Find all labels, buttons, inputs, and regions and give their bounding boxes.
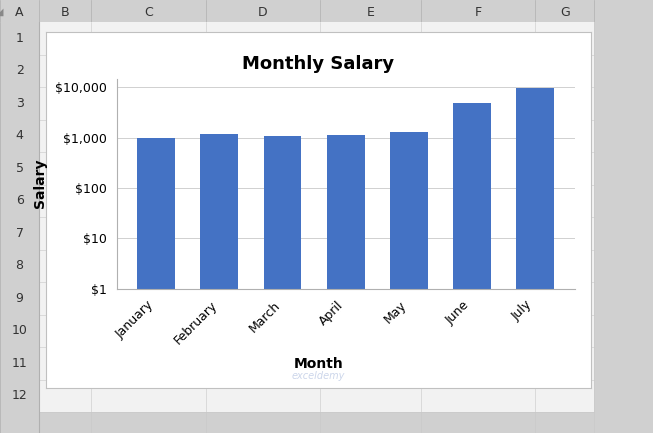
Text: 8: 8 [16, 259, 24, 272]
Text: 4: 4 [16, 129, 24, 142]
FancyBboxPatch shape [39, 184, 594, 217]
Bar [200, 134, 238, 433]
FancyBboxPatch shape [39, 380, 594, 412]
Text: 1: 1 [16, 32, 24, 45]
Bar [264, 136, 302, 433]
Bar [137, 138, 175, 433]
Bar [453, 103, 490, 433]
FancyBboxPatch shape [39, 152, 594, 184]
Text: E: E [366, 6, 375, 19]
FancyBboxPatch shape [39, 120, 594, 152]
FancyBboxPatch shape [39, 347, 594, 380]
Text: B: B [61, 6, 70, 19]
Y-axis label: Salary: Salary [33, 159, 46, 208]
Text: 6: 6 [16, 194, 24, 207]
Text: 3: 3 [16, 97, 24, 110]
Bar [516, 88, 554, 433]
Text: D: D [258, 6, 268, 19]
Text: 11: 11 [12, 357, 27, 370]
Text: 5: 5 [16, 162, 24, 175]
Text: 12: 12 [12, 389, 27, 402]
FancyBboxPatch shape [39, 282, 594, 315]
Text: F: F [475, 6, 482, 19]
Text: A: A [15, 6, 24, 19]
Text: C: C [144, 6, 153, 19]
FancyBboxPatch shape [39, 249, 594, 282]
Bar [326, 135, 364, 433]
FancyBboxPatch shape [39, 217, 594, 249]
Text: 2: 2 [16, 64, 24, 77]
Bar [390, 132, 428, 433]
Text: Month: Month [293, 356, 343, 371]
Text: 10: 10 [12, 324, 27, 337]
Text: 9: 9 [16, 292, 24, 305]
FancyBboxPatch shape [39, 22, 594, 55]
FancyBboxPatch shape [39, 87, 594, 120]
Text: 7: 7 [16, 227, 24, 240]
Text: ◢: ◢ [0, 7, 4, 17]
Text: Monthly Salary: Monthly Salary [242, 55, 394, 73]
Text: G: G [560, 6, 569, 19]
FancyBboxPatch shape [39, 315, 594, 347]
Text: exceldemy: exceldemy [292, 372, 345, 381]
FancyBboxPatch shape [39, 55, 594, 87]
